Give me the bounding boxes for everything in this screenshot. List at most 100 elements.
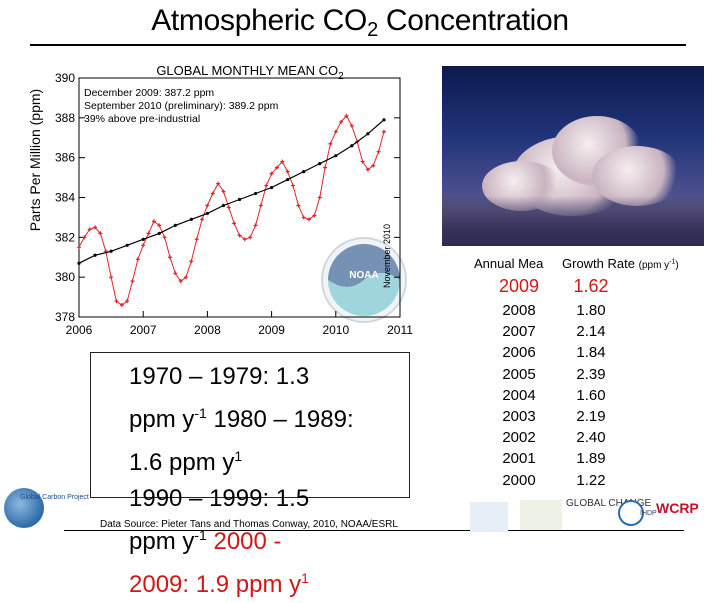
monthly-point	[371, 163, 376, 168]
monthly-point	[232, 221, 237, 226]
monthly-point	[200, 217, 205, 222]
table-rate-cell: 2.14	[576, 323, 606, 341]
monthly-point	[344, 113, 349, 118]
slide-title-tail: Concentration	[377, 4, 569, 37]
monthly-point	[312, 213, 317, 218]
rate-line-4: 1990 – 1999: 1.5	[129, 485, 310, 512]
monthly-point	[274, 165, 279, 170]
table-header-unit-sup: -1	[669, 258, 676, 266]
rate-line-2: ppm y-1 1980 – 1989:	[129, 395, 399, 438]
monthly-point	[93, 225, 98, 230]
table-rate-cell: 1.89	[576, 450, 606, 468]
rate-line-2b: 1980 – 1989:	[206, 406, 354, 433]
table-rate-cell: 2.19	[576, 407, 606, 425]
ihdp-logo-icon	[618, 500, 644, 526]
table-header-rate-label: Growth Rate	[562, 256, 635, 271]
rate-line-6a: 2009: 1.9 ppm y	[129, 571, 302, 598]
annotation-2: September 2010 (preliminary): 389.2 ppm	[84, 100, 279, 112]
trend-point	[93, 253, 97, 257]
y-tick-label: 382	[55, 230, 75, 244]
table-rate-cell: 2.40	[576, 429, 606, 447]
rate-line-1: 1970 – 1979: 1.3	[129, 363, 310, 390]
trend-point	[366, 132, 370, 136]
growth-rates-box: 1970 – 1979: 1.3 ppm y-1 1980 – 1989: 1.…	[90, 352, 410, 598]
table-years-column: 2009 2008 2007 2006 2005 2004 2003 2002 2001 200…	[494, 272, 544, 491]
y-axis: 378 380 382 384 386 388 390	[55, 71, 400, 324]
trend-point	[189, 217, 193, 222]
monthly-point	[173, 271, 178, 276]
y-tick-label: 378	[55, 310, 75, 324]
monthly-point	[216, 181, 221, 186]
title-rule	[30, 44, 686, 46]
monthly-point	[184, 275, 189, 280]
chart-title-main: GLOBAL MONTHLY MEAN CO	[156, 63, 338, 78]
x-tick-label: 2010	[322, 323, 349, 337]
global-change-logo: GLOBAL CHANGE	[566, 498, 652, 509]
x-tick-label: 2007	[130, 323, 157, 337]
table-year-cell: 2003	[502, 407, 536, 425]
monthly-point	[323, 165, 328, 170]
monthly-point	[146, 231, 151, 236]
monthly-point	[280, 159, 285, 164]
monthly-point	[205, 203, 210, 208]
table-years-list: 2008 2007 2006 2005 2004 2003 2002 2001 2000	[494, 300, 544, 491]
monthly-point	[285, 169, 290, 174]
table-year-cell: 2001	[502, 450, 536, 468]
annotation-1: December 2009: 387.2 ppm	[84, 87, 214, 99]
x-tick-label: 2006	[66, 323, 93, 337]
monthly-point	[221, 189, 226, 194]
monthly-point	[360, 159, 365, 164]
monthly-point	[125, 299, 130, 304]
table-header-rate: Growth Rate (ppm y-1)	[562, 256, 679, 271]
rate-line-2a: ppm y	[129, 406, 195, 433]
monthly-point	[210, 191, 215, 196]
monthly-point	[376, 149, 381, 154]
annotation-3: 39% above pre-industrial	[84, 113, 200, 125]
ihdp-logo-text: IHDP	[640, 510, 657, 517]
slide-title-main: Atmospheric CO	[151, 4, 368, 37]
rate-line-2-sup: -1	[194, 405, 207, 421]
rate-line-3-sup: 1	[234, 448, 243, 464]
trend-point	[77, 261, 81, 265]
table-rate-highlight: 1.62	[573, 276, 609, 296]
rate-line-3: 1.6 ppm y1	[129, 438, 399, 481]
trend-point	[334, 154, 338, 158]
monthly-point	[98, 231, 103, 236]
trend-point	[286, 177, 290, 182]
monthly-point	[226, 205, 231, 210]
trend-point	[382, 118, 386, 122]
y-tick-label: 386	[55, 151, 75, 165]
vertical-label: November 2010	[382, 224, 392, 288]
monthly-point	[151, 219, 156, 224]
slide-title: Atmospheric CO2 Concentration	[0, 4, 720, 42]
slide-title-sub: 2	[367, 19, 378, 41]
global-carbon-project-logo-text: Global Carbon Project	[20, 494, 89, 501]
series-line-monthly	[78, 114, 385, 306]
rate-line-5b: 2000 -	[206, 528, 282, 555]
trend-point	[237, 197, 242, 202]
monthly-point	[157, 223, 162, 228]
monthly-point	[237, 233, 242, 238]
monthly-point	[189, 259, 194, 264]
monthly-point	[130, 279, 135, 284]
trend-point	[318, 162, 322, 166]
monthly-point	[269, 171, 274, 176]
data-source: Data Source: Pieter Tans and Thomas Conw…	[100, 519, 398, 530]
monthly-point	[114, 299, 119, 304]
table-rate-cell: 2.39	[576, 365, 606, 383]
table-rate-cell: 1.80	[576, 302, 606, 319]
monthly-point	[296, 203, 301, 208]
table-year-highlight: 2009	[498, 276, 540, 296]
table-rate-cell: 1.84	[576, 344, 606, 362]
monthly-point	[248, 235, 253, 240]
rate-line-6-sup: 1	[301, 570, 309, 586]
partner-logo-2-icon	[520, 500, 562, 530]
monthly-point	[264, 183, 269, 188]
chart-title: GLOBAL MONTHLY MEAN CO2	[156, 63, 344, 82]
y-tick-label: 390	[55, 71, 75, 85]
partner-logo-1-icon	[470, 502, 508, 532]
rate-line-6: 2009: 1.9 ppm y1	[129, 560, 399, 603]
table-header-unit-close: )	[675, 260, 679, 271]
wcrp-logo: WCRP	[656, 500, 699, 516]
trend-point	[221, 203, 226, 208]
